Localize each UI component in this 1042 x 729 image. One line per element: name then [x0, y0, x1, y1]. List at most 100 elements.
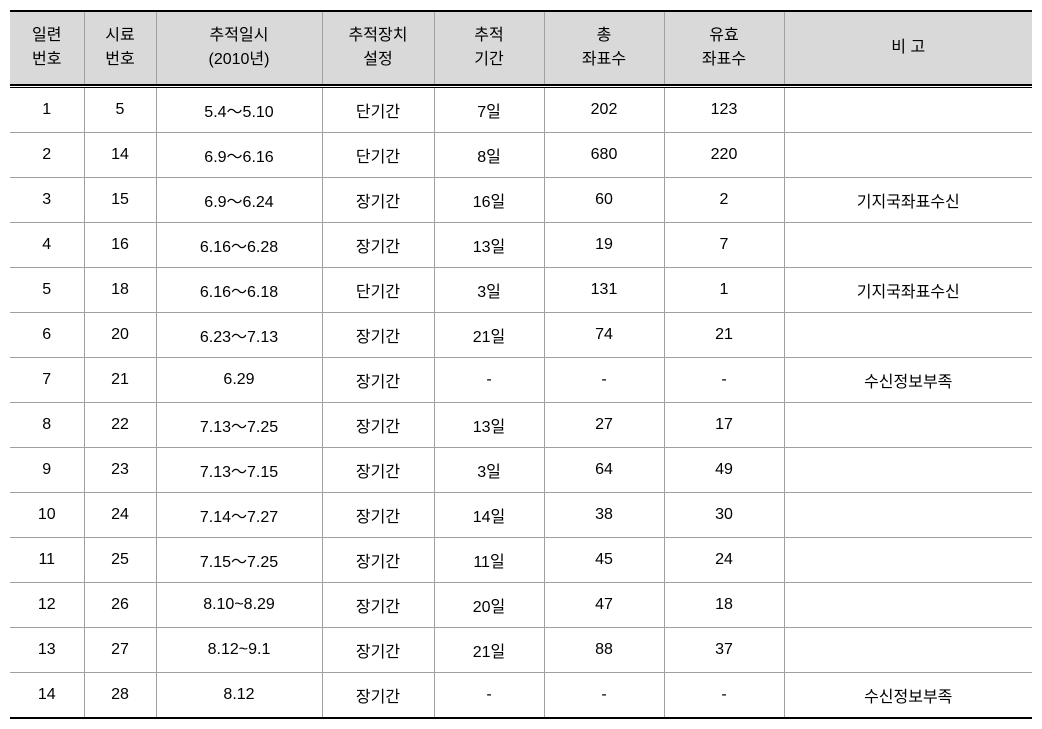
cell-device: 장기간 — [322, 538, 434, 583]
cell-sample: 28 — [84, 673, 156, 719]
cell-total: - — [544, 673, 664, 719]
cell-seq: 3 — [10, 178, 84, 223]
header-text: 좌표수 — [549, 48, 660, 72]
cell-device: 장기간 — [322, 178, 434, 223]
header-text: 유효 — [669, 24, 780, 48]
cell-seq: 1 — [10, 87, 84, 133]
table-row: 7216.29장기간---수신정보부족 — [10, 358, 1032, 403]
cell-total: 19 — [544, 223, 664, 268]
header-text: 총 — [549, 24, 660, 48]
cell-datetime: 8.10~8.29 — [156, 583, 322, 628]
cell-period: 3일 — [434, 448, 544, 493]
cell-seq: 14 — [10, 673, 84, 719]
cell-sample: 25 — [84, 538, 156, 583]
cell-sample: 27 — [84, 628, 156, 673]
table-row: 8227.13～7.25장기간13일2717 — [10, 403, 1032, 448]
cell-valid: 17 — [664, 403, 784, 448]
cell-period: 14일 — [434, 493, 544, 538]
header-text: 비 고 — [789, 36, 1029, 60]
cell-sample: 5 — [84, 87, 156, 133]
cell-sample: 26 — [84, 583, 156, 628]
cell-device: 단기간 — [322, 87, 434, 133]
cell-total: 38 — [544, 493, 664, 538]
table-row: 14288.12장기간---수신정보부족 — [10, 673, 1032, 719]
cell-remark: 기지국좌표수신 — [784, 268, 1032, 313]
cell-sample: 24 — [84, 493, 156, 538]
header-text: 일련 — [14, 24, 80, 48]
col-header-sample: 시료 번호 — [84, 11, 156, 85]
cell-seq: 12 — [10, 583, 84, 628]
col-header-seq: 일련 번호 — [10, 11, 84, 85]
table-row: 4166.16～6.28장기간13일197 — [10, 223, 1032, 268]
cell-datetime: 5.4～5.10 — [156, 87, 322, 133]
col-header-remark: 비 고 — [784, 11, 1032, 85]
cell-sample: 16 — [84, 223, 156, 268]
cell-period: 21일 — [434, 628, 544, 673]
cell-total: - — [544, 358, 664, 403]
table-row: 10247.14～7.27장기간14일3830 — [10, 493, 1032, 538]
cell-device: 장기간 — [322, 223, 434, 268]
cell-device: 장기간 — [322, 313, 434, 358]
cell-remark — [784, 313, 1032, 358]
cell-datetime: 8.12 — [156, 673, 322, 719]
col-header-total: 총 좌표수 — [544, 11, 664, 85]
cell-period: 20일 — [434, 583, 544, 628]
cell-total: 64 — [544, 448, 664, 493]
cell-remark — [784, 628, 1032, 673]
cell-device: 장기간 — [322, 403, 434, 448]
cell-device: 단기간 — [322, 268, 434, 313]
cell-device: 단기간 — [322, 133, 434, 178]
cell-period: - — [434, 673, 544, 719]
cell-seq: 10 — [10, 493, 84, 538]
cell-period: 13일 — [434, 223, 544, 268]
header-text: 설정 — [327, 48, 430, 72]
header-text: (2010년) — [161, 48, 318, 72]
cell-device: 장기간 — [322, 583, 434, 628]
cell-valid: - — [664, 673, 784, 719]
cell-sample: 23 — [84, 448, 156, 493]
table-row: 2146.9～6.16단기간8일680220 — [10, 133, 1032, 178]
cell-valid: 30 — [664, 493, 784, 538]
cell-total: 74 — [544, 313, 664, 358]
cell-valid: 1 — [664, 268, 784, 313]
cell-datetime: 6.16～6.28 — [156, 223, 322, 268]
cell-seq: 7 — [10, 358, 84, 403]
table-body: 155.4～5.10단기간7일2021232146.9～6.16단기간8일680… — [10, 87, 1032, 719]
cell-seq: 6 — [10, 313, 84, 358]
cell-valid: 24 — [664, 538, 784, 583]
cell-remark — [784, 87, 1032, 133]
cell-period: 7일 — [434, 87, 544, 133]
cell-valid: 37 — [664, 628, 784, 673]
col-header-valid: 유효 좌표수 — [664, 11, 784, 85]
cell-seq: 5 — [10, 268, 84, 313]
cell-sample: 21 — [84, 358, 156, 403]
cell-total: 60 — [544, 178, 664, 223]
cell-total: 680 — [544, 133, 664, 178]
cell-remark — [784, 448, 1032, 493]
cell-datetime: 6.23～7.13 — [156, 313, 322, 358]
cell-remark — [784, 403, 1032, 448]
cell-valid: 220 — [664, 133, 784, 178]
cell-seq: 2 — [10, 133, 84, 178]
col-header-period: 추적 기간 — [434, 11, 544, 85]
cell-remark — [784, 133, 1032, 178]
cell-device: 장기간 — [322, 358, 434, 403]
cell-sample: 22 — [84, 403, 156, 448]
cell-datetime: 6.9～6.24 — [156, 178, 322, 223]
cell-datetime: 7.13～7.15 — [156, 448, 322, 493]
cell-valid: - — [664, 358, 784, 403]
tracking-data-table: 일련 번호 시료 번호 추적일시 (2010년) 추적장치 설정 추적 기간 총… — [10, 10, 1032, 719]
table-row: 5186.16～6.18단기간3일1311기지국좌표수신 — [10, 268, 1032, 313]
cell-seq: 13 — [10, 628, 84, 673]
table-header: 일련 번호 시료 번호 추적일시 (2010년) 추적장치 설정 추적 기간 총… — [10, 11, 1032, 87]
cell-valid: 49 — [664, 448, 784, 493]
cell-remark: 수신정보부족 — [784, 673, 1032, 719]
cell-period: 8일 — [434, 133, 544, 178]
header-row: 일련 번호 시료 번호 추적일시 (2010년) 추적장치 설정 추적 기간 총… — [10, 11, 1032, 85]
cell-remark — [784, 583, 1032, 628]
header-text: 번호 — [89, 48, 152, 72]
header-text: 시료 — [89, 24, 152, 48]
cell-device: 장기간 — [322, 628, 434, 673]
cell-remark: 기지국좌표수신 — [784, 178, 1032, 223]
cell-total: 45 — [544, 538, 664, 583]
